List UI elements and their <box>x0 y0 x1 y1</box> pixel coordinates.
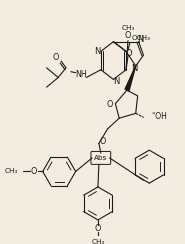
FancyBboxPatch shape <box>91 152 111 164</box>
Text: O: O <box>106 100 113 109</box>
Text: O: O <box>52 53 58 62</box>
Text: O: O <box>126 49 132 58</box>
Text: O: O <box>95 224 101 233</box>
Text: ''OH: ''OH <box>151 112 167 121</box>
Text: N: N <box>113 77 120 86</box>
Text: NH: NH <box>76 70 87 79</box>
Text: CH₃: CH₃ <box>4 168 18 174</box>
Polygon shape <box>125 66 136 91</box>
Text: O: O <box>31 167 37 176</box>
Text: N: N <box>137 35 144 44</box>
Text: Abs: Abs <box>94 155 107 161</box>
Text: OCH₃: OCH₃ <box>132 35 151 41</box>
Text: O: O <box>100 137 106 146</box>
Text: N: N <box>132 64 138 73</box>
Text: N: N <box>94 47 100 56</box>
Text: CH₃: CH₃ <box>121 25 135 31</box>
Text: CH₃: CH₃ <box>91 239 105 244</box>
Text: O: O <box>125 31 131 40</box>
